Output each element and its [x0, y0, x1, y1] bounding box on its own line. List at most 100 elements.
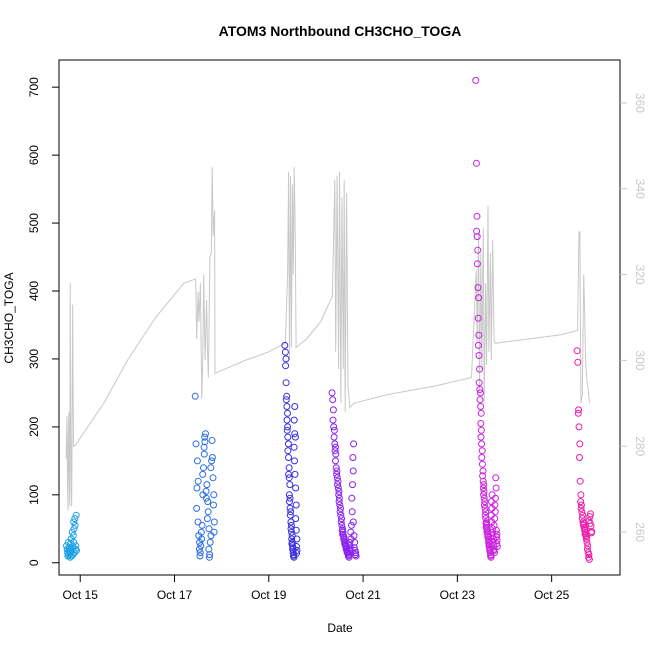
data-point [201, 433, 209, 441]
data-point [283, 426, 291, 434]
data-point [481, 498, 489, 506]
data-point [492, 484, 500, 492]
data-point [476, 396, 484, 404]
data-point [476, 386, 484, 393]
data-point [332, 457, 339, 465]
y-tick-label-7: 700 [27, 77, 41, 97]
data-point [70, 538, 78, 546]
data-point [283, 392, 291, 400]
x-tick-label-3: Oct 21 [345, 588, 381, 602]
data-point [293, 547, 301, 554]
data-point [291, 433, 299, 441]
data-point [582, 532, 590, 540]
data-point [333, 474, 341, 482]
data-point [491, 508, 499, 516]
data-point [282, 362, 290, 370]
data-point [334, 484, 342, 492]
data-point [337, 518, 345, 526]
data-point [477, 403, 485, 410]
data-point [330, 426, 338, 434]
data-point [349, 454, 357, 461]
data-point [474, 246, 482, 254]
data-point [482, 515, 490, 523]
data-point [489, 525, 497, 533]
data-point [287, 518, 295, 526]
data-point [291, 470, 299, 478]
data-points-layer [63, 76, 596, 563]
right-tick-label-0: 260 [633, 522, 647, 542]
data-point [332, 443, 339, 451]
data-point [204, 508, 212, 516]
data-point [286, 481, 294, 489]
data-point [197, 528, 205, 536]
data-point [282, 355, 290, 363]
data-point [208, 437, 216, 444]
y-axis-title: CH3CHO_TOGA [2, 272, 16, 363]
y-tick-label-5: 500 [27, 213, 41, 233]
data-point [290, 443, 298, 451]
right-tick-label-3: 320 [633, 265, 647, 285]
data-point [282, 396, 290, 404]
data-point [332, 450, 340, 458]
data-point [481, 504, 489, 512]
data-point [478, 447, 486, 455]
data-point [72, 542, 80, 550]
data-point [333, 467, 341, 475]
data-point [491, 501, 499, 509]
data-point [475, 379, 483, 387]
data-point [204, 498, 212, 506]
data-point [479, 472, 487, 480]
data-point [472, 159, 480, 167]
data-point [474, 341, 482, 349]
data-point [292, 501, 300, 509]
data-point [575, 423, 583, 431]
data-point [474, 314, 482, 322]
data-point [291, 403, 299, 410]
data-point [587, 510, 594, 518]
data-point [192, 440, 200, 448]
data-point [587, 522, 595, 530]
y-tick-label-1: 100 [27, 484, 41, 504]
data-point [477, 420, 485, 427]
data-point [293, 549, 301, 557]
data-point [194, 477, 202, 485]
y-axis-right: 260 280 300 320 340 360 [620, 93, 647, 542]
data-point [348, 494, 356, 502]
data-point [577, 498, 585, 506]
data-point [351, 538, 359, 546]
data-point [477, 409, 485, 417]
data-point [281, 348, 289, 356]
data-point [493, 540, 501, 548]
data-point [284, 423, 292, 431]
data-point [332, 464, 340, 472]
x-axis: Oct 15 Oct 17 Oct 19 Oct 21 Oct 23 Oct 25 [63, 575, 570, 602]
data-point [335, 487, 343, 495]
y-tick-label-0: 0 [27, 559, 41, 566]
data-point [290, 416, 298, 424]
data-point [493, 543, 501, 550]
data-point [337, 511, 345, 519]
data-point [488, 498, 495, 506]
data-point [281, 341, 289, 349]
data-point [288, 528, 296, 536]
data-point [210, 501, 217, 509]
data-point [70, 518, 78, 526]
data-point [287, 521, 295, 529]
data-point [334, 481, 342, 489]
data-point [284, 440, 292, 448]
data-point [331, 440, 339, 448]
data-point [329, 416, 337, 424]
data-point [352, 552, 360, 560]
data-point [335, 498, 343, 506]
data-point [576, 477, 584, 485]
data-point [283, 403, 291, 410]
data-point [585, 551, 593, 559]
data-point [575, 406, 583, 414]
data-point [282, 379, 290, 387]
data-point [574, 409, 582, 417]
data-point [206, 551, 214, 559]
data-point [335, 491, 343, 499]
x-tick-label-4: Oct 23 [440, 588, 476, 602]
data-point [329, 396, 337, 404]
